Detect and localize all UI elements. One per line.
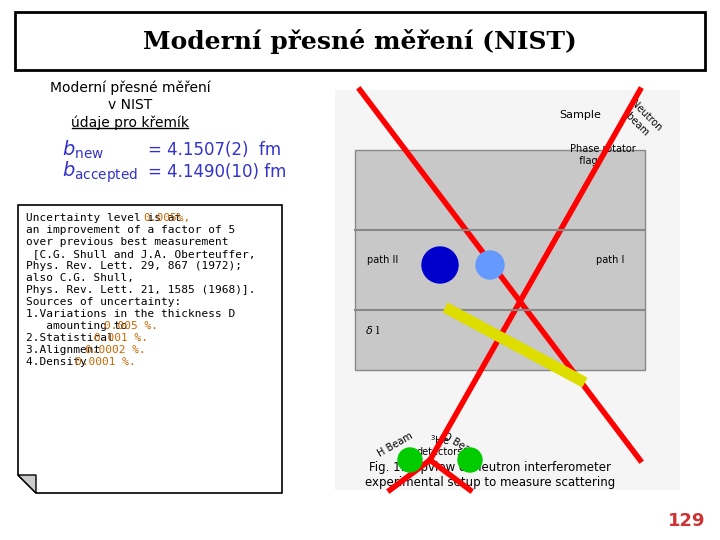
Text: 129: 129: [667, 512, 705, 530]
Text: Phase rotator
   flag: Phase rotator flag: [570, 144, 636, 166]
Polygon shape: [18, 475, 36, 493]
Text: 0.0002 %.: 0.0002 %.: [84, 345, 145, 355]
Text: Sample: Sample: [559, 110, 601, 120]
Text: [C.G. Shull and J.A. Oberteuffer,: [C.G. Shull and J.A. Oberteuffer,: [26, 249, 256, 259]
Text: $\delta$ l: $\delta$ l: [365, 324, 381, 336]
FancyBboxPatch shape: [15, 12, 705, 70]
Circle shape: [398, 448, 422, 472]
Text: path I: path I: [596, 255, 624, 265]
Text: Uncertainty level is at: Uncertainty level is at: [26, 213, 188, 223]
Text: H Beam: H Beam: [376, 431, 414, 459]
Text: Fig. 1. Topview of neutron interferometer
experimental setup to measure scatteri: Fig. 1. Topview of neutron interferomete…: [365, 461, 615, 489]
Text: Phys. Rev. Lett. 21, 1585 (1968)].: Phys. Rev. Lett. 21, 1585 (1968)].: [26, 285, 256, 295]
Text: 4.Density: 4.Density: [26, 357, 94, 367]
Text: also C.G. Shull,: also C.G. Shull,: [26, 273, 134, 283]
Circle shape: [422, 247, 458, 283]
Text: $b_{\mathrm{accepted}}$: $b_{\mathrm{accepted}}$: [62, 159, 138, 185]
Text: O Beam: O Beam: [441, 431, 480, 459]
Text: Sources of uncertainty:: Sources of uncertainty:: [26, 297, 181, 307]
Text: = 4.1507(2)  fm: = 4.1507(2) fm: [148, 141, 281, 159]
FancyBboxPatch shape: [335, 90, 680, 490]
FancyBboxPatch shape: [355, 150, 645, 370]
Text: 0.005 %.: 0.005 %.: [104, 321, 158, 331]
Text: = 4.1490(10) fm: = 4.1490(10) fm: [148, 163, 287, 181]
Text: Moderní přesné měření: Moderní přesné měření: [50, 81, 210, 95]
Text: Moderní přesné měření (NIST): Moderní přesné měření (NIST): [143, 30, 577, 55]
Circle shape: [458, 448, 482, 472]
Text: 2.Statistical: 2.Statistical: [26, 333, 120, 343]
Text: 0.0001 %.: 0.0001 %.: [75, 357, 135, 367]
Text: $^3$He: $^3$He: [431, 433, 450, 447]
Circle shape: [476, 251, 504, 279]
Text: detectors: detectors: [417, 447, 463, 457]
Text: an improvement of a factor of 5: an improvement of a factor of 5: [26, 225, 235, 235]
Text: 0.005%,: 0.005%,: [143, 213, 190, 223]
Text: 1.Variations in the thickness D: 1.Variations in the thickness D: [26, 309, 235, 319]
Text: 3.Alignment: 3.Alignment: [26, 345, 107, 355]
Text: 0.001 %.: 0.001 %.: [94, 333, 148, 343]
Text: amounting to: amounting to: [26, 321, 134, 331]
Text: path II: path II: [367, 255, 399, 265]
Text: údaje pro křemík: údaje pro křemík: [71, 116, 189, 130]
Polygon shape: [18, 205, 282, 493]
Text: $b_{\mathrm{new}}$: $b_{\mathrm{new}}$: [62, 139, 104, 161]
Text: over previous best measurement: over previous best measurement: [26, 237, 228, 247]
Text: v NIST: v NIST: [108, 98, 152, 112]
Text: Neutron
  beam: Neutron beam: [620, 98, 663, 141]
Text: Phys. Rev. Lett. 29, 867 (1972);: Phys. Rev. Lett. 29, 867 (1972);: [26, 261, 242, 271]
